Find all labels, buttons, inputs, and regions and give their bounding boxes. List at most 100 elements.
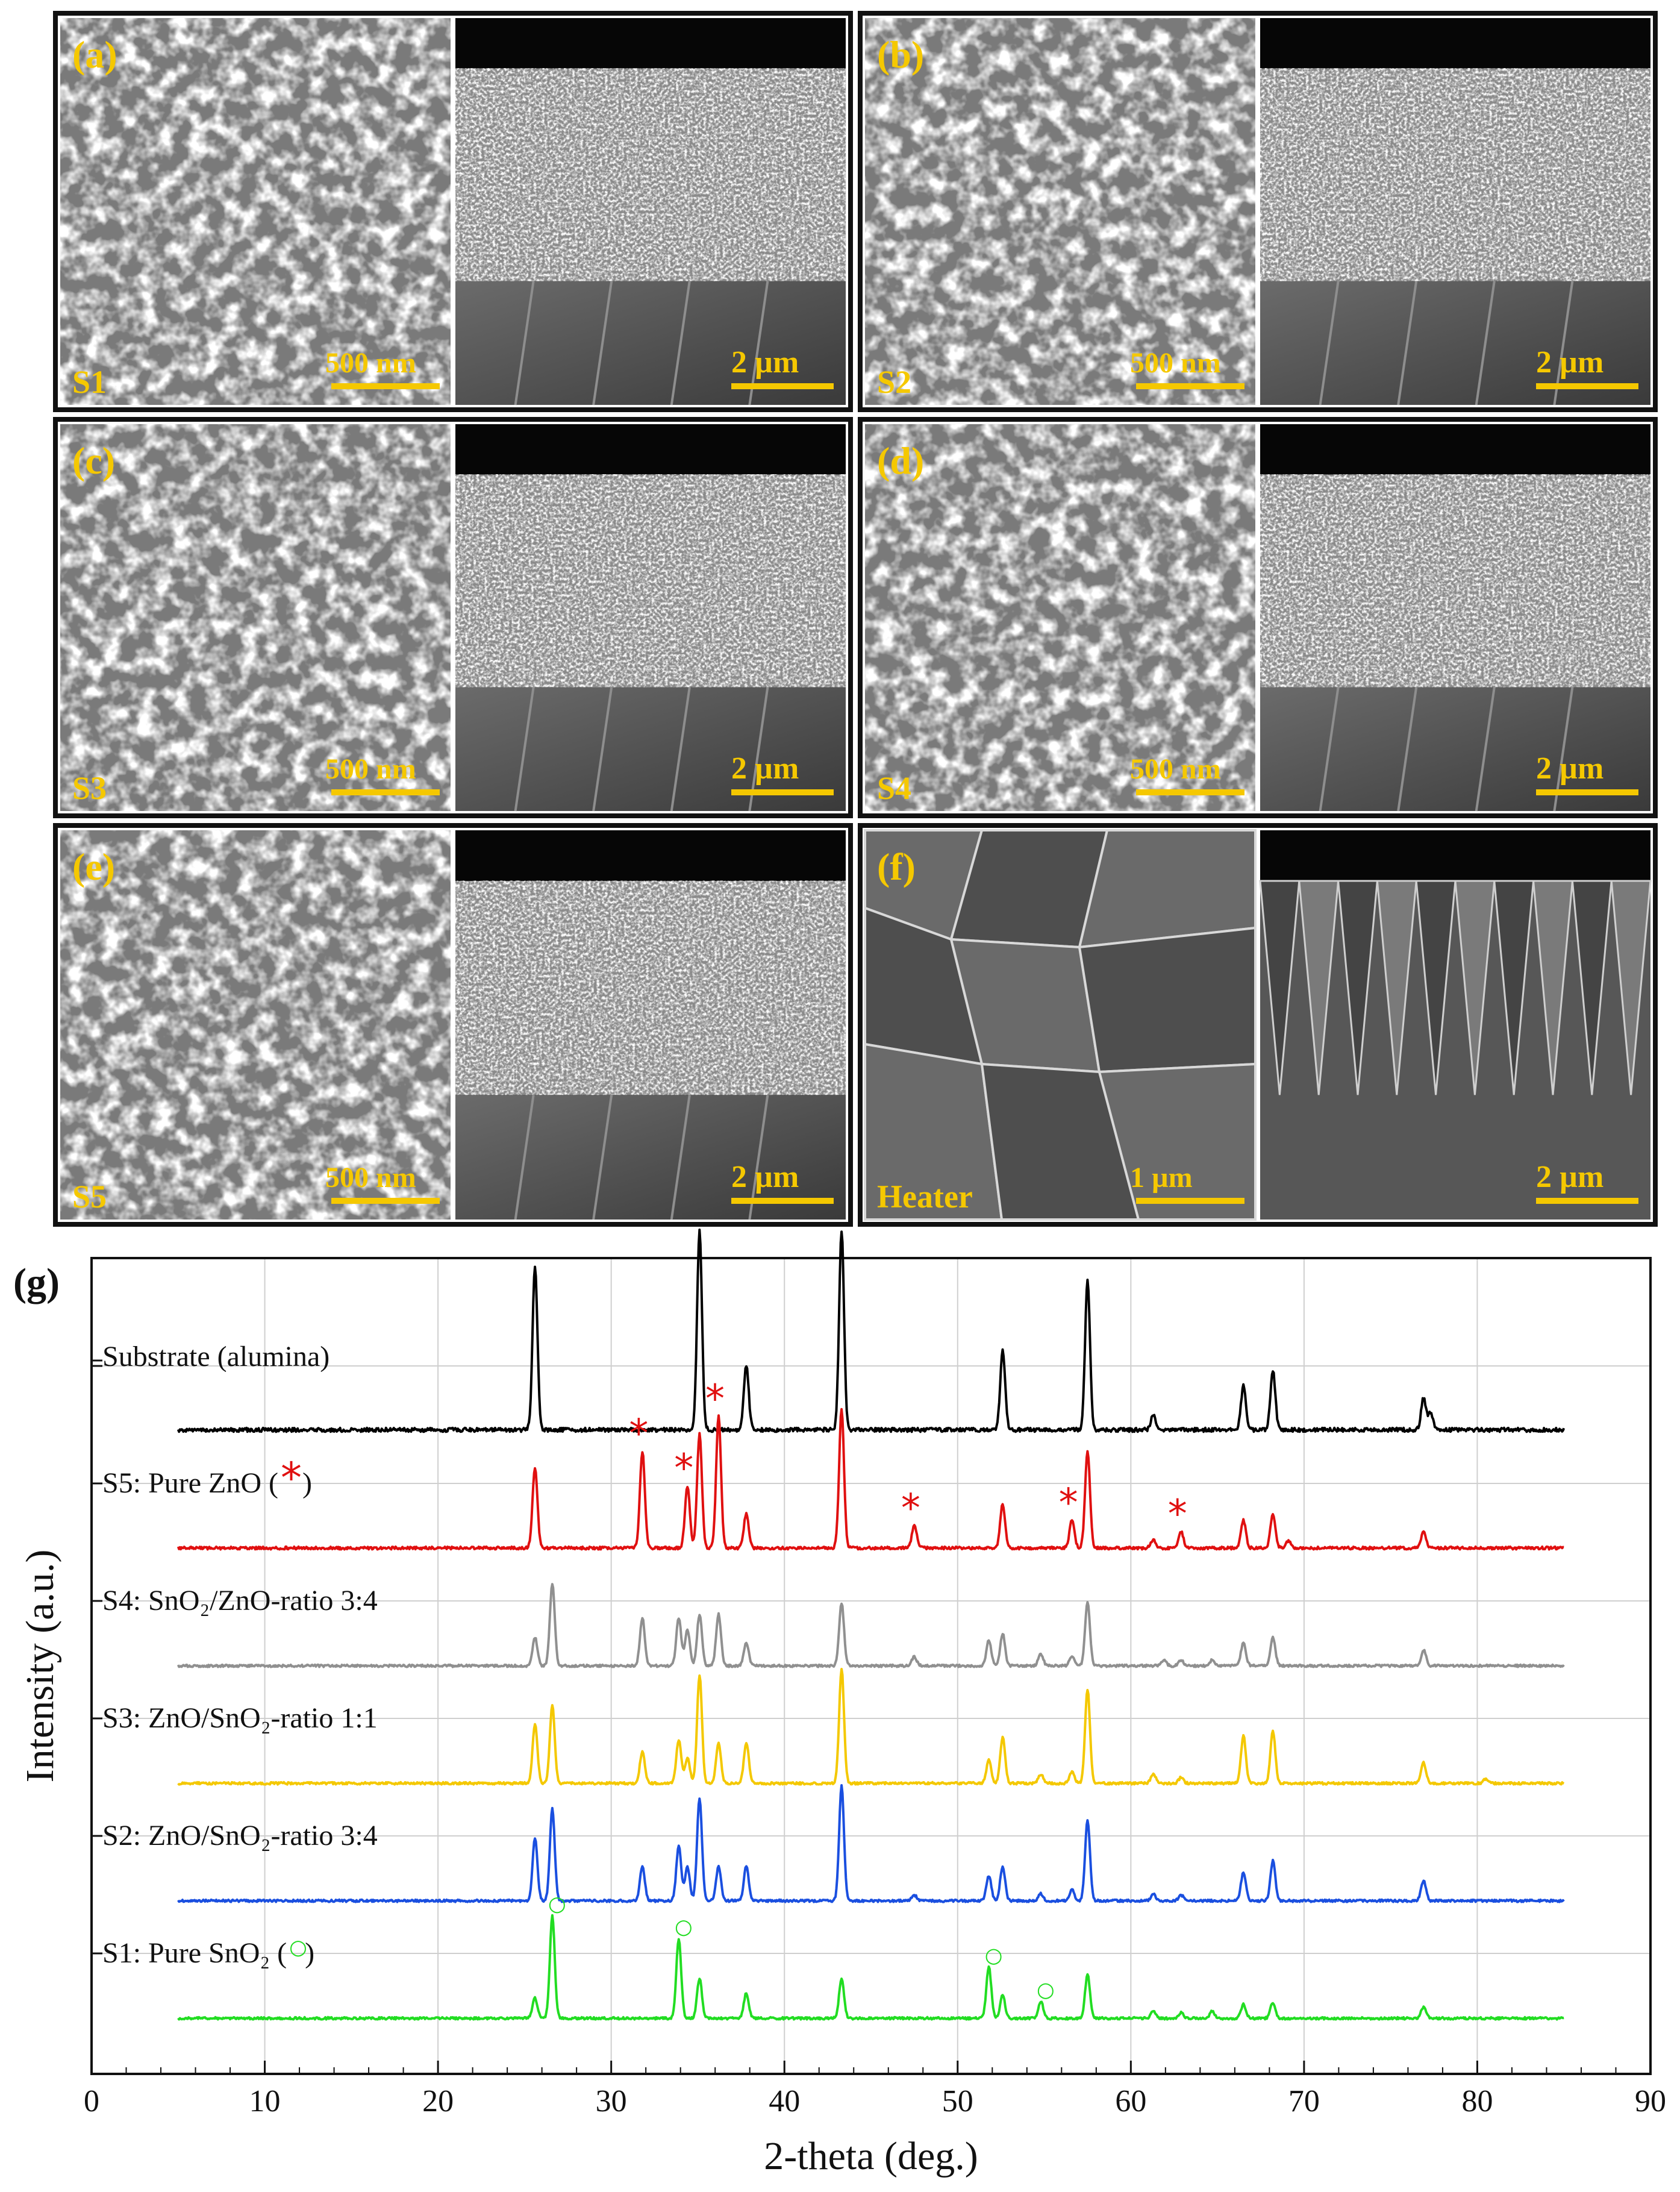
grain-boundary xyxy=(592,1094,613,1220)
scale-bar-right xyxy=(731,1198,834,1204)
grain-boundary xyxy=(1475,281,1496,406)
sem-grain-texture xyxy=(865,18,1255,405)
peak-marker: * xyxy=(674,1447,693,1491)
panel-frame xyxy=(858,823,1658,1227)
y-axis-label: Intensity (a.u.) xyxy=(18,1550,62,1783)
panel-label: (d) xyxy=(877,439,924,482)
crystal-facet xyxy=(1337,880,1379,1095)
legend-marker: ○ xyxy=(289,1935,307,1959)
x-tick-label: 40 xyxy=(769,2084,800,2118)
crystal-facet xyxy=(1532,880,1574,1095)
series-line xyxy=(177,1914,1564,2021)
panel-label: (b) xyxy=(877,33,924,76)
x-tick-label: 70 xyxy=(1288,2084,1320,2118)
series-line xyxy=(177,1784,1565,1903)
peak-marker: * xyxy=(629,1412,648,1456)
sem-grain-texture xyxy=(60,424,451,811)
scale-bar-label-left: 500 nm xyxy=(325,347,416,379)
scale-bar-label-right: 2 µm xyxy=(1536,345,1603,380)
sem-grain-texture xyxy=(60,830,451,1220)
x-tick-label: 10 xyxy=(249,2084,281,2118)
panel-label: (e) xyxy=(72,845,115,888)
panel-label-g: (g) xyxy=(13,1260,60,1304)
x-tick-label: 50 xyxy=(942,2084,973,2118)
series-line xyxy=(177,1668,1565,1786)
sem-grain-texture xyxy=(60,18,451,405)
crystal-facet xyxy=(1098,1062,1257,1221)
series-line xyxy=(176,1408,1564,1551)
scale-bar-label-left: 500 nm xyxy=(1130,347,1221,379)
scale-bar-left xyxy=(1136,383,1244,389)
grain-boundary xyxy=(514,1094,535,1220)
sample-label: S4 xyxy=(877,770,911,806)
sem-image-grid: (a) S1 500 nm 2 µm (b) S2 500 nm 2 µm (c) S3 500 n… xyxy=(53,11,1658,1227)
sample-label: S1 xyxy=(72,364,107,400)
x-tick-label: 90 xyxy=(1635,2084,1666,2118)
sensing-film-texture xyxy=(1260,68,1650,281)
crystal-facet xyxy=(1454,880,1496,1095)
sample-label: Heater xyxy=(877,1179,973,1215)
grain-boundary xyxy=(1397,281,1418,406)
sensing-film-texture xyxy=(455,880,846,1095)
panel-frame xyxy=(858,11,1658,412)
x-tick-label: 80 xyxy=(1461,2084,1493,2118)
grain-boundary xyxy=(1475,687,1496,812)
grain-boundary xyxy=(670,687,691,812)
sem-panel-f: (f) Heater 1 µm 2 µm xyxy=(858,823,1658,1227)
series-line xyxy=(176,1229,1566,1433)
crystal-facet xyxy=(1610,880,1652,1095)
scale-bar-left xyxy=(331,789,440,795)
x-tick-label: 0 xyxy=(84,2084,99,2118)
x-tick-label: 20 xyxy=(422,2084,454,2118)
scale-bar-label-left: 500 nm xyxy=(325,753,416,785)
sample-label: S2 xyxy=(877,364,911,400)
panel-label: (c) xyxy=(72,439,115,482)
grain-boundary xyxy=(592,281,613,406)
peak-marker: ○ xyxy=(1037,1978,1055,2002)
sensing-film-texture xyxy=(455,474,846,687)
legend-marker: * xyxy=(281,1453,302,1503)
sample-label: S3 xyxy=(72,770,107,806)
legend-paren: ) xyxy=(302,1467,312,1499)
sem-panel-e: (e) S5 500 nm 2 µm xyxy=(53,823,853,1227)
peak-marker: ○ xyxy=(675,1915,693,1939)
xrd-chart: 0 10 20 30 40 50 60 70 80 90 2-theta (deg.) Intensi… xyxy=(13,1229,1666,2178)
scale-bar-right xyxy=(1536,1198,1638,1204)
legend-label: S4: SnO₂/ZnO-ratio 3:4 xyxy=(102,1585,378,1617)
peak-marker: * xyxy=(705,1377,725,1422)
crystal-facet xyxy=(1259,880,1301,1095)
scale-bar-label-right: 2 µm xyxy=(731,1160,799,1194)
scale-bar-left xyxy=(331,383,440,389)
scale-bar-right xyxy=(1536,789,1638,795)
plot-frame xyxy=(90,1257,1652,2075)
sem-panel-d: (d) S4 500 nm 2 µm xyxy=(858,417,1658,818)
scale-bar-label-left: 500 nm xyxy=(325,1162,416,1194)
peak-marker: * xyxy=(901,1486,920,1531)
legend-paren: ) xyxy=(305,1937,314,1969)
grain-boundary xyxy=(1397,687,1418,812)
panel-frame xyxy=(858,417,1658,818)
scale-bar-label-right: 2 µm xyxy=(1536,1160,1603,1194)
scale-bar-label-right: 2 µm xyxy=(1536,751,1603,786)
crystal-facet xyxy=(1415,880,1457,1095)
sem-panel-a: (a) S1 500 nm 2 µm xyxy=(53,11,853,412)
legend-label: S2: ZnO/SnO₂-ratio 3:4 xyxy=(102,1820,378,1852)
scale-bar-right xyxy=(731,789,834,795)
grain-boundary xyxy=(670,281,691,406)
crystal-facet xyxy=(1298,880,1340,1095)
legend-label: S3: ZnO/SnO₂-ratio 1:1 xyxy=(102,1702,378,1734)
grain-boundary xyxy=(592,687,613,812)
legend-label: S1: Pure SnO₂ ( xyxy=(102,1937,287,1969)
grain-boundary xyxy=(670,1094,691,1220)
panel-frame xyxy=(53,823,853,1227)
sample-label: S5 xyxy=(72,1179,107,1215)
scale-bar-label-right: 2 µm xyxy=(731,345,799,380)
peak-marker: ○ xyxy=(548,1892,566,1916)
scale-bar-right xyxy=(1536,383,1638,389)
scale-bar-label-right: 2 µm xyxy=(731,751,799,786)
grain-boundary xyxy=(514,281,535,406)
crystal-facet xyxy=(1376,880,1417,1095)
scale-bar-label-left: 1 µm xyxy=(1130,1162,1193,1194)
panel-frame xyxy=(53,417,853,818)
series-line xyxy=(176,1583,1565,1668)
